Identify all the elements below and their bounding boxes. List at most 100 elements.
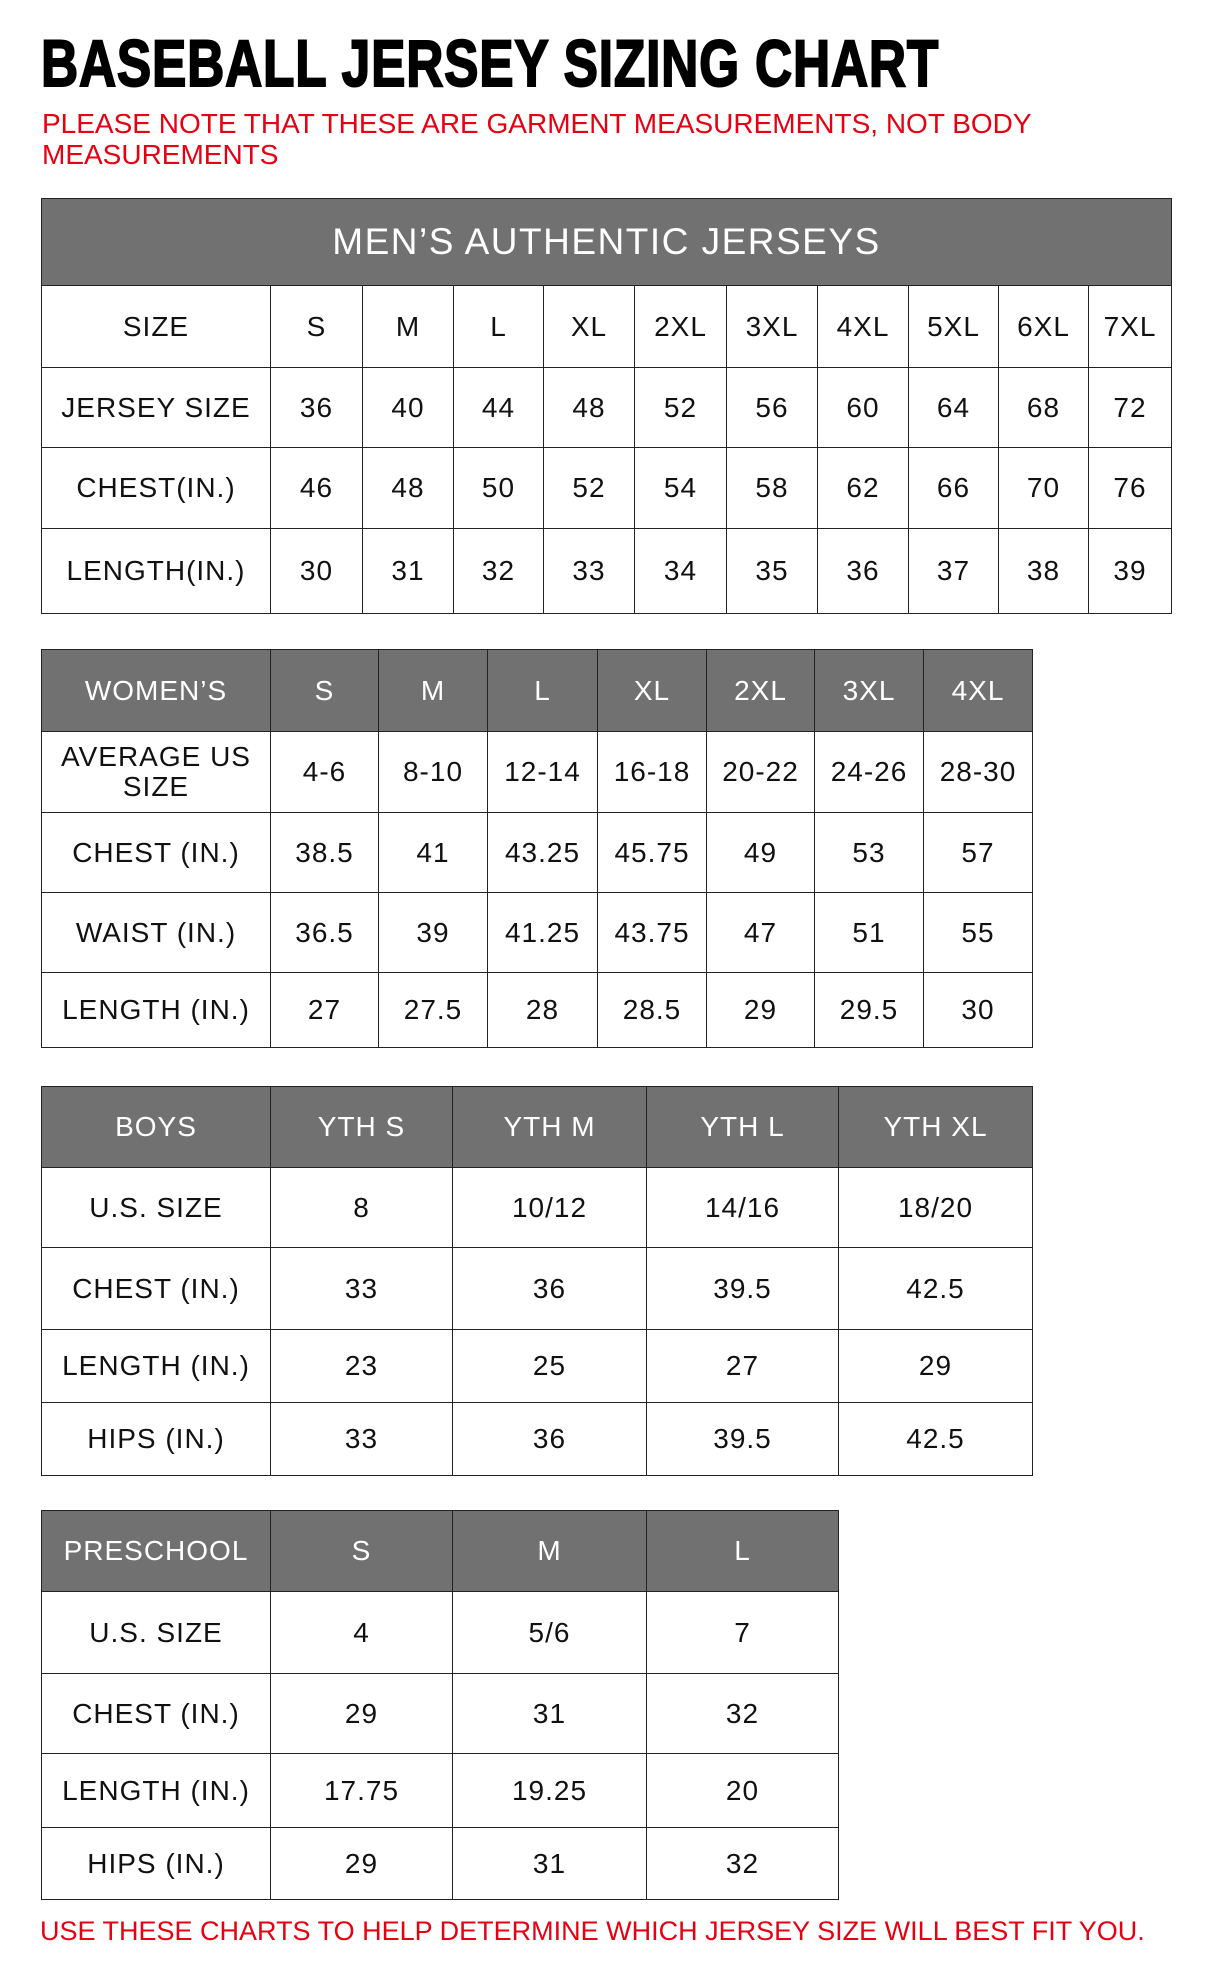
- table-caption: MEN’S AUTHENTIC JERSEYS: [41, 198, 1172, 286]
- measurement-cell: 42.5: [838, 1247, 1033, 1330]
- row-label: U.S. SIZE: [41, 1167, 271, 1248]
- size-header-cell: M: [362, 285, 454, 368]
- row-label: CHEST (IN.): [41, 812, 271, 893]
- measurement-cell: 36: [817, 528, 909, 614]
- measurement-cell: 33: [543, 528, 635, 614]
- measurement-cell: 27: [270, 972, 379, 1048]
- measurement-cell: 8: [270, 1167, 453, 1248]
- measurement-cell: 39: [1088, 528, 1172, 614]
- measurement-cell: 43.75: [597, 892, 707, 973]
- measurement-cell: 72: [1088, 367, 1172, 448]
- measurement-cell: 43.25: [487, 812, 598, 893]
- size-header-cell: XL: [597, 649, 707, 732]
- measurement-cell: 29: [270, 1827, 453, 1900]
- row-label: LENGTH(IN.): [41, 528, 271, 614]
- measurement-cell: 17.75: [270, 1753, 453, 1828]
- measurement-cell: 28.5: [597, 972, 707, 1048]
- size-header-cell: S: [270, 1510, 453, 1592]
- measurement-cell: 7: [646, 1591, 839, 1674]
- measurement-cell: 28: [487, 972, 598, 1048]
- measurement-cell: 10/12: [452, 1167, 647, 1248]
- row-label: JERSEY SIZE: [41, 367, 271, 448]
- measurement-cell: 48: [362, 447, 454, 529]
- measurement-cell: 20-22: [706, 731, 815, 813]
- measurement-cell: 52: [634, 367, 727, 448]
- size-header-cell: YTH S: [270, 1086, 453, 1168]
- size-header-cell: L: [453, 285, 544, 368]
- measurement-cell: 29: [270, 1673, 453, 1754]
- measurement-cell: 45.75: [597, 812, 707, 893]
- measurement-cell: 55: [923, 892, 1033, 973]
- measurement-cell: 60: [817, 367, 909, 448]
- measurement-cell: 56: [726, 367, 818, 448]
- table-row: AVERAGE US SIZE 4-6 8-10 12-14 16-18 20-22 24-…: [41, 731, 1033, 813]
- size-header-cell: 6XL: [998, 285, 1089, 368]
- size-header-cell: 7XL: [1088, 285, 1172, 368]
- size-header-cell: S: [270, 285, 363, 368]
- measurement-cell: 14/16: [646, 1167, 839, 1248]
- measurement-cell: 54: [634, 447, 727, 529]
- measurement-cell: 31: [452, 1827, 647, 1900]
- womens-size-table: WOMEN’S S M L XL 2XL 3XL 4XL AVERAGE US SIZE 4-6 8…: [41, 649, 1033, 1048]
- measurement-cell: 70: [998, 447, 1089, 529]
- measurement-cell: 40: [362, 367, 454, 448]
- measurement-cell: 27: [646, 1329, 839, 1403]
- table-row: HIPS (IN.) 33 36 39.5 42.5: [41, 1402, 1033, 1476]
- measurement-cell: 36: [270, 367, 363, 448]
- measurement-cell: 23: [270, 1329, 453, 1403]
- measurement-cell: 34: [634, 528, 727, 614]
- size-header-cell: S: [270, 649, 379, 732]
- row-label: LENGTH (IN.): [41, 972, 271, 1048]
- footer-note: USE THESE CHARTS TO HELP DETERMINE WHICH…: [40, 1916, 1145, 1946]
- measurement-cell: 19.25: [452, 1753, 647, 1828]
- size-header-cell: M: [452, 1510, 647, 1592]
- size-header-cell: L: [646, 1510, 839, 1592]
- measurement-cell: 32: [646, 1827, 839, 1900]
- measurement-cell: 30: [270, 528, 363, 614]
- row-label: WOMEN’S: [41, 649, 271, 732]
- measurement-cell: 35: [726, 528, 818, 614]
- header-row: BOYS YTH S YTH M YTH L YTH XL: [41, 1086, 1033, 1168]
- measurement-cell: 38: [998, 528, 1089, 614]
- measurement-cell: 29: [838, 1329, 1033, 1403]
- measurement-cell: 51: [814, 892, 924, 973]
- size-header-cell: YTH XL: [838, 1086, 1033, 1168]
- measurement-cell: 32: [453, 528, 544, 614]
- measurement-cell: 27.5: [378, 972, 488, 1048]
- measurement-cell: 33: [270, 1247, 453, 1330]
- row-label: CHEST (IN.): [41, 1247, 271, 1330]
- row-label: HIPS (IN.): [41, 1402, 271, 1476]
- measurement-cell: 4: [270, 1591, 453, 1674]
- measurement-cell: 18/20: [838, 1167, 1033, 1248]
- measurement-cell: 39.5: [646, 1402, 839, 1476]
- row-label: PRESCHOOL: [41, 1510, 271, 1592]
- header-row: SIZE S M L XL 2XL 3XL 4XL 5XL 6XL 7XL: [41, 285, 1172, 368]
- mens-size-table: MEN’S AUTHENTIC JERSEYS SIZE S M L XL 2XL 3XL 4X…: [41, 198, 1172, 614]
- size-header-cell: L: [487, 649, 598, 732]
- boys-size-table: BOYS YTH S YTH M YTH L YTH XL U.S. SIZE 8 10/12…: [41, 1086, 1033, 1476]
- size-header-cell: 2XL: [634, 285, 727, 368]
- measurement-cell: 4-6: [270, 731, 379, 813]
- header-row: WOMEN’S S M L XL 2XL 3XL 4XL: [41, 649, 1033, 732]
- measurement-cell: 30: [923, 972, 1033, 1048]
- size-header-cell: M: [378, 649, 488, 732]
- measurement-cell: 29: [706, 972, 815, 1048]
- measurement-cell: 5/6: [452, 1591, 647, 1674]
- measurement-cell: 28-30: [923, 731, 1033, 813]
- row-label: SIZE: [41, 285, 271, 368]
- size-header-cell: 5XL: [908, 285, 999, 368]
- row-label: U.S. SIZE: [41, 1591, 271, 1674]
- measurement-cell: 57: [923, 812, 1033, 893]
- measurement-cell: 12-14: [487, 731, 598, 813]
- measurement-cell: 46: [270, 447, 363, 529]
- measurement-cell: 64: [908, 367, 999, 448]
- preschool-size-table: PRESCHOOL S M L U.S. SIZE 4 5/6 7 CHEST (IN.) 29 3…: [41, 1510, 839, 1900]
- measurement-cell: 33: [270, 1402, 453, 1476]
- measurement-cell: 47: [706, 892, 815, 973]
- row-label: WAIST (IN.): [41, 892, 271, 973]
- table-row: CHEST (IN.) 38.5 41 43.25 45.75 49 53 57: [41, 812, 1033, 893]
- size-header-cell: 2XL: [706, 649, 815, 732]
- size-header-cell: YTH L: [646, 1086, 839, 1168]
- measurement-cell: 39.5: [646, 1247, 839, 1330]
- garment-note: PLEASE NOTE THAT THESE ARE GARMENT MEASU…: [42, 108, 1032, 170]
